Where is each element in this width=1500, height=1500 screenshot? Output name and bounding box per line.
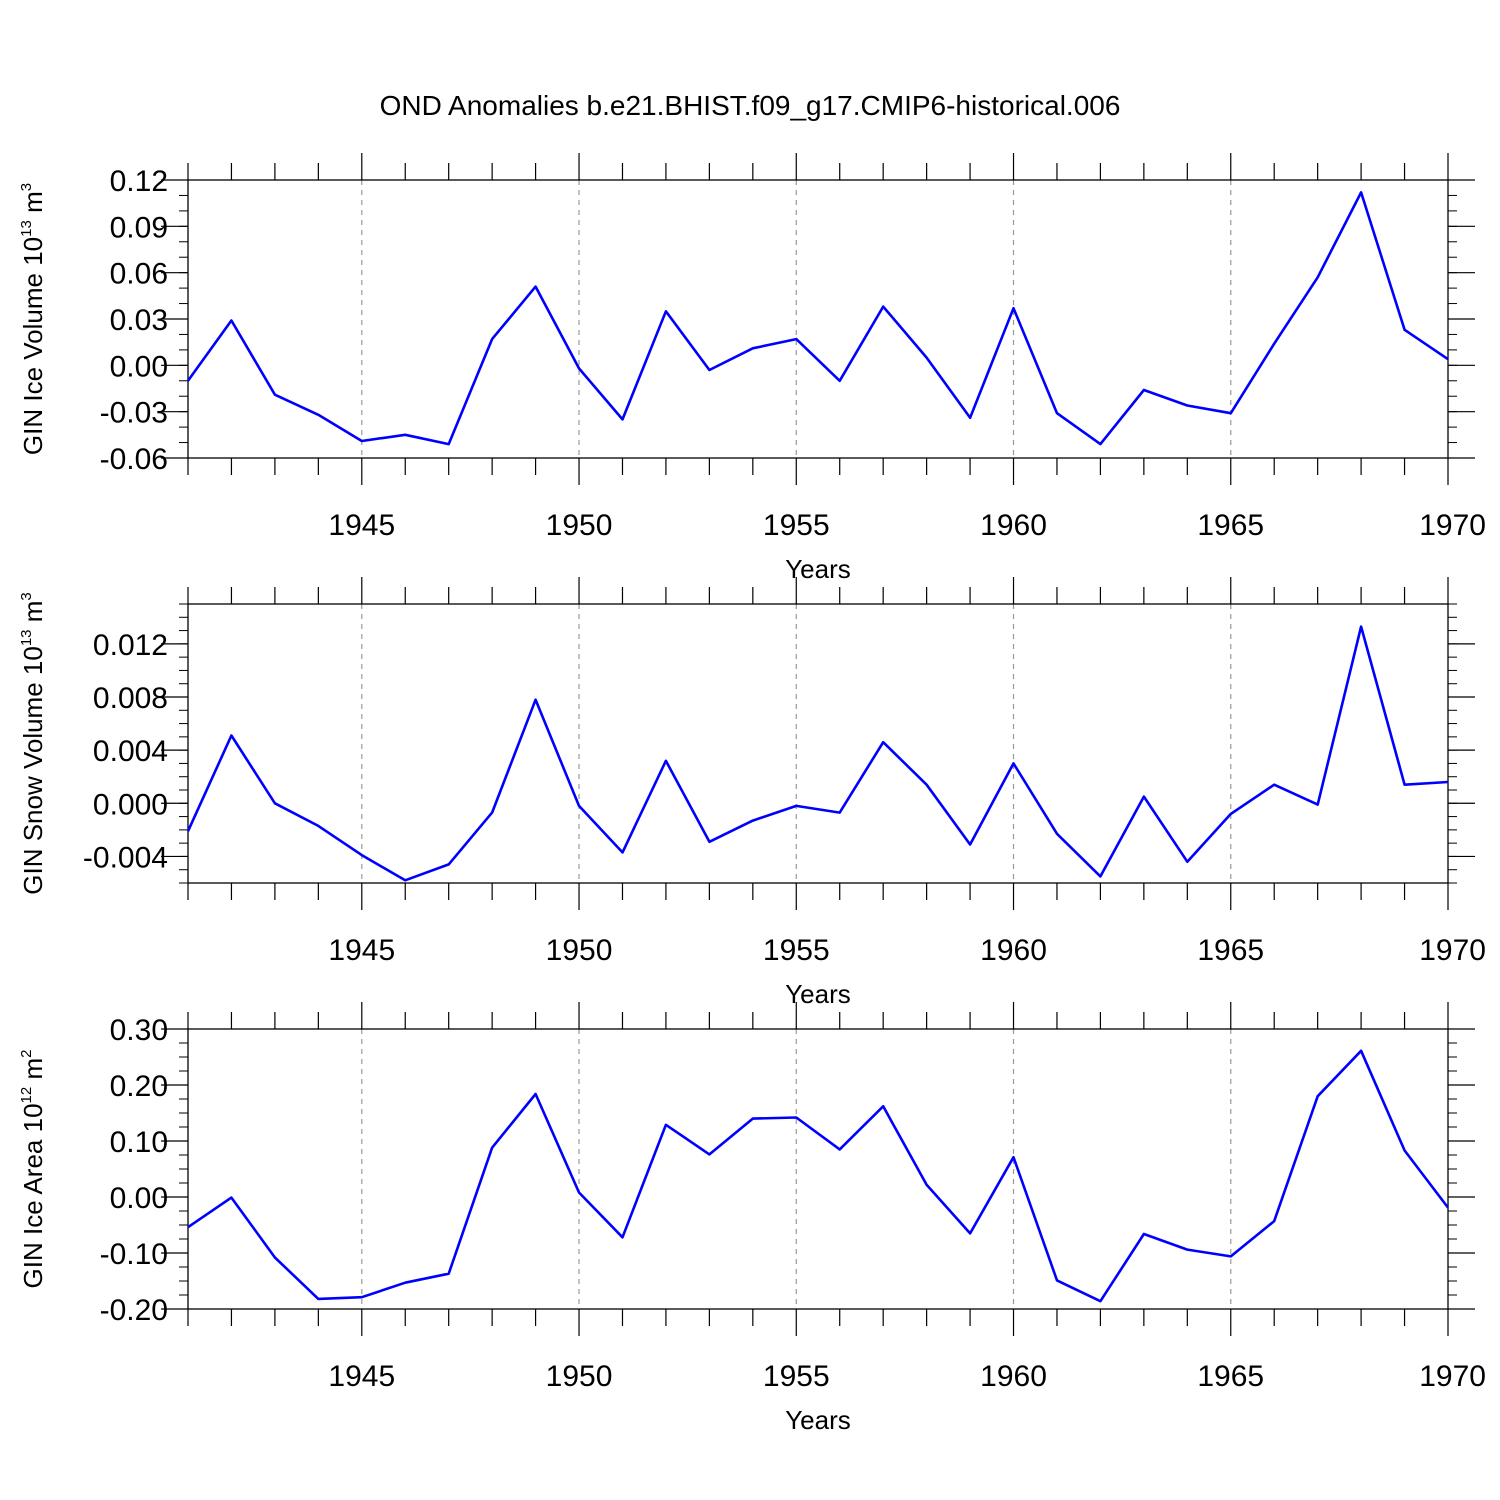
y-tick-label: 0.12 xyxy=(110,165,168,198)
y-axis-label: GIN Ice Volume 1013 m3 xyxy=(18,183,48,455)
x-tick-label: 1970 xyxy=(1419,934,1486,967)
plot-frame xyxy=(187,1028,1449,1310)
x-tick-label: 1955 xyxy=(763,1360,830,1393)
x-tick-label: 1945 xyxy=(328,509,395,542)
x-tick-label: 1960 xyxy=(980,509,1047,542)
y-tick-label: -0.10 xyxy=(100,1238,168,1271)
figure-title: OND Anomalies b.e21.BHIST.f09_g17.CMIP6-… xyxy=(380,90,1121,121)
panel-2: -0.004 0.000 0.004 0.008 0.012 1945 1950 1955 19… xyxy=(18,577,1486,1009)
y-tick-label: 0.30 xyxy=(110,1014,168,1047)
chart-panels: -0.06 -0.03 0.00 0.03 0.06 0.09 0.12 1945 1950 19… xyxy=(18,153,1486,1435)
y-tick-label: 0.20 xyxy=(110,1070,168,1103)
x-tick-label: 1950 xyxy=(546,509,613,542)
y-tick-label: -0.004 xyxy=(83,841,168,874)
x-tick-label: 1970 xyxy=(1419,509,1486,542)
x-axis-label: Years xyxy=(785,979,851,1009)
x-tick-label: 1945 xyxy=(328,1360,395,1393)
y-tick-label: 0.008 xyxy=(93,682,168,715)
x-tick-label: 1965 xyxy=(1197,509,1264,542)
panel-1: -0.06 -0.03 0.00 0.03 0.06 0.09 0.12 1945 1950 19… xyxy=(18,153,1486,584)
y-axis-label: GIN Ice Area 1012 m2 xyxy=(18,1050,48,1289)
y-tick-label: 0.03 xyxy=(110,304,168,337)
plot-frame xyxy=(187,603,1449,884)
x-tick-label: 1965 xyxy=(1197,1360,1264,1393)
x-tick-label: 1950 xyxy=(546,934,613,967)
y-tick-label: 0.00 xyxy=(110,350,168,383)
y-tick-label: -0.20 xyxy=(100,1294,168,1327)
x-tick-label: 1955 xyxy=(763,509,830,542)
x-tick-label: 1945 xyxy=(328,934,395,967)
y-tick-label: 0.012 xyxy=(93,629,168,662)
x-tick-label: 1950 xyxy=(546,1360,613,1393)
y-tick-label: 0.004 xyxy=(93,735,168,768)
x-axis-label: Years xyxy=(785,1405,851,1435)
y-tick-label: -0.03 xyxy=(100,397,168,430)
plot-frame xyxy=(187,179,1449,459)
x-axis-label: Years xyxy=(785,554,851,584)
y-axis-label: GIN Snow Volume 1013 m3 xyxy=(18,592,48,895)
y-tick-label: 0.10 xyxy=(110,1126,168,1159)
series-line xyxy=(186,625,1449,882)
x-tick-label: 1965 xyxy=(1197,934,1264,967)
y-tick-label: 0.000 xyxy=(93,788,168,821)
y-tick-label: -0.06 xyxy=(100,443,168,476)
panel-3: -0.20 -0.10 0.00 0.10 0.20 0.30 1945 1950 1955 19… xyxy=(18,1002,1486,1435)
x-tick-label: 1955 xyxy=(763,934,830,967)
y-tick-label: 0.00 xyxy=(110,1182,168,1215)
series-line xyxy=(187,1049,1450,1303)
x-tick-label: 1960 xyxy=(980,1360,1047,1393)
series-line xyxy=(186,191,1449,446)
x-tick-label: 1970 xyxy=(1419,1360,1486,1393)
y-tick-label: 0.06 xyxy=(110,258,168,291)
y-tick-label: 0.09 xyxy=(110,211,168,244)
x-tick-label: 1960 xyxy=(980,934,1047,967)
